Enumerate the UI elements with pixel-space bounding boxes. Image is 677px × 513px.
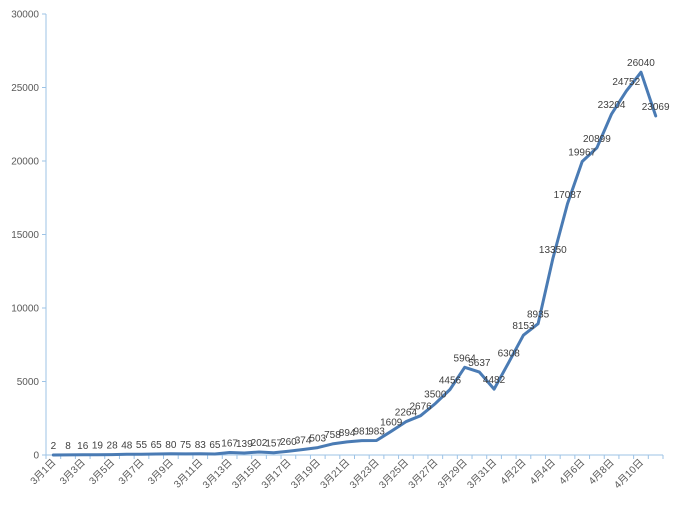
data-label: 23069 — [642, 102, 670, 113]
data-label: 981 — [354, 427, 371, 438]
data-label: 157 — [265, 439, 282, 450]
y-tick-label: 0 — [33, 451, 39, 462]
x-tick-label: 3月25日 — [377, 457, 411, 491]
series-line-0 — [51, 70, 658, 457]
x-tick-label: 3月5日 — [87, 457, 117, 487]
x-axis: 3月1日 3月3日 3月5日 3月7日 3月9日3月11日3月13日3月15日3月17日… — [28, 454, 664, 491]
x-tick-label: 4月2日 — [498, 457, 528, 487]
x-tick-label: 3月15日 — [230, 457, 264, 491]
data-label: 3500 — [424, 390, 447, 401]
data-label: 55 — [136, 440, 148, 451]
data-label: 16 — [77, 441, 89, 452]
data-label: 2264 — [395, 408, 418, 419]
y-tick-label: 20000 — [11, 157, 39, 168]
y-tick-label: 30000 — [11, 10, 39, 21]
x-tick-label: 4月4日 — [527, 457, 557, 487]
data-label: 6308 — [498, 348, 521, 359]
data-label: 202 — [251, 438, 268, 449]
x-tick-label: 3月27日 — [406, 457, 440, 491]
data-label: 26040 — [627, 58, 655, 69]
data-label: 4482 — [483, 375, 506, 386]
data-label: 48 — [121, 440, 133, 451]
x-tick-label: 3月17日 — [259, 457, 293, 491]
data-label: 19 — [92, 441, 104, 452]
data-label: 2676 — [409, 402, 432, 413]
data-label: 83 — [195, 440, 207, 451]
y-axis: 0 5000 10000 15000 20000 25000 30000 — [11, 10, 47, 462]
x-tick-label: 3月19日 — [288, 457, 322, 491]
data-label: 4456 — [439, 375, 462, 386]
x-tick-label: 4月10日 — [612, 457, 646, 491]
data-label: 1609 — [380, 417, 403, 428]
data-label: 8 — [65, 441, 71, 452]
data-label: 894 — [339, 428, 356, 439]
data-label: 5964 — [454, 353, 477, 364]
data-label: 28 — [107, 441, 119, 452]
data-label: 65 — [209, 440, 221, 451]
series-layer — [51, 70, 658, 457]
x-tick-label: 3月29日 — [435, 457, 469, 491]
y-tick-label: 10000 — [11, 304, 39, 315]
data-label: 17087 — [554, 190, 582, 201]
x-tick-label: 3月13日 — [200, 457, 234, 491]
x-tick-label: 3月21日 — [318, 457, 352, 491]
data-label: 19967 — [568, 147, 596, 158]
data-label: 13350 — [539, 245, 567, 256]
data-label: 260 — [280, 437, 297, 448]
data-labels: 2 8 16 19 28 48 55 65 80 75 83 65 167139202157260374… — [51, 58, 670, 452]
data-label: 758 — [324, 430, 341, 441]
y-tick-label: 5000 — [17, 377, 40, 388]
data-label: 23204 — [598, 100, 626, 111]
data-label: 8935 — [527, 310, 550, 321]
x-tick-label: 3月7日 — [116, 457, 146, 487]
x-tick-label: 3月23日 — [347, 457, 381, 491]
data-label: 20899 — [583, 134, 611, 145]
x-tick-label: 3月31日 — [465, 457, 499, 491]
data-label: 374 — [295, 436, 312, 447]
x-tick-label: 3月3日 — [57, 457, 87, 487]
x-tick-label: 4月6日 — [557, 457, 587, 487]
data-label: 75 — [180, 440, 192, 451]
x-tick-label: 3月11日 — [171, 457, 205, 491]
data-label: 8153 — [512, 321, 535, 332]
data-label: 80 — [165, 440, 177, 451]
y-tick-label: 25000 — [11, 83, 39, 94]
data-label: 983 — [368, 427, 385, 438]
data-label: 65 — [151, 440, 163, 451]
y-tick-label: 15000 — [11, 230, 39, 241]
data-label: 503 — [309, 434, 326, 445]
data-label: 5637 — [468, 358, 491, 369]
data-label: 139 — [236, 439, 253, 450]
data-label: 167 — [221, 439, 238, 450]
data-label: 2 — [51, 441, 57, 452]
data-label: 24752 — [612, 77, 640, 88]
